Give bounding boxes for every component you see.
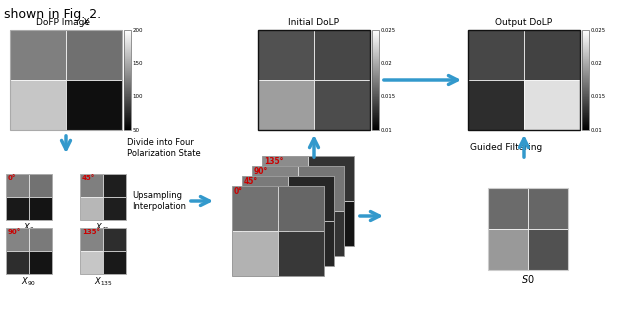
Bar [258, 30, 370, 130]
Bar [80, 228, 103, 251]
Bar [66, 80, 122, 130]
Bar [103, 251, 126, 274]
Bar [258, 30, 314, 80]
Bar [308, 201, 354, 246]
Text: $X_0$: $X_0$ [23, 222, 35, 234]
Bar [488, 188, 568, 270]
Bar [6, 174, 52, 220]
Bar [262, 156, 308, 201]
Text: 200: 200 [132, 27, 143, 33]
Text: $X_{135}$: $X_{135}$ [93, 276, 113, 289]
Bar [582, 30, 589, 130]
Text: Initial DoLP: Initial DoLP [289, 18, 339, 27]
Bar [308, 156, 354, 201]
Bar [524, 80, 580, 130]
Bar [468, 30, 524, 80]
Bar [66, 30, 122, 80]
Text: 0.01: 0.01 [381, 127, 392, 132]
Bar [278, 231, 324, 276]
Bar [10, 30, 66, 80]
Text: 0.02: 0.02 [381, 61, 392, 66]
Bar [6, 174, 29, 197]
Bar [29, 228, 52, 251]
Text: 100: 100 [132, 94, 143, 99]
Bar [29, 174, 52, 197]
Text: 135°: 135° [82, 229, 100, 235]
Bar [242, 176, 334, 266]
Bar [6, 228, 52, 274]
Bar [298, 166, 344, 211]
Text: 135°: 135° [264, 157, 284, 166]
Bar [10, 30, 122, 130]
Bar [262, 201, 308, 246]
Bar [488, 229, 528, 270]
Bar [232, 231, 278, 276]
Text: 0.02: 0.02 [591, 61, 602, 66]
Bar [314, 30, 370, 80]
Bar [103, 174, 126, 197]
Bar [29, 197, 52, 220]
Bar [242, 176, 288, 221]
Bar [124, 30, 131, 130]
Bar [232, 186, 278, 231]
Bar [80, 174, 126, 220]
Bar [288, 176, 334, 221]
Bar [262, 156, 354, 246]
Text: 0.025: 0.025 [591, 27, 605, 33]
Bar [488, 188, 528, 229]
Bar [10, 80, 66, 130]
Bar [258, 80, 314, 130]
Text: 45°: 45° [82, 175, 95, 181]
Bar [528, 229, 568, 270]
Text: 0.015: 0.015 [591, 94, 605, 99]
Bar [232, 186, 324, 276]
Bar [252, 166, 344, 256]
Text: 0.01: 0.01 [591, 127, 602, 132]
Bar [468, 30, 580, 130]
Bar [278, 186, 324, 231]
Text: $X$: $X$ [82, 16, 90, 27]
Text: $X_{90}$: $X_{90}$ [21, 276, 36, 289]
Text: DoFP Image: DoFP Image [36, 18, 92, 27]
Bar [242, 221, 288, 266]
Bar [29, 251, 52, 274]
Bar [80, 197, 103, 220]
Text: 90°: 90° [8, 229, 21, 235]
Bar [298, 211, 344, 256]
Bar [468, 80, 524, 130]
Bar [314, 80, 370, 130]
Bar [6, 251, 29, 274]
Text: 0°: 0° [8, 175, 17, 181]
Bar [103, 228, 126, 251]
Bar [80, 228, 126, 274]
Text: Output DoLP: Output DoLP [495, 18, 552, 27]
Bar [288, 221, 334, 266]
Bar [80, 174, 103, 197]
Bar [6, 197, 29, 220]
Bar [528, 188, 568, 229]
Text: 45°: 45° [244, 177, 258, 186]
Text: 0.025: 0.025 [381, 27, 396, 33]
Text: 50: 50 [132, 127, 140, 132]
Bar [252, 211, 298, 256]
Text: 150: 150 [132, 61, 143, 66]
Text: Upsampling
Interpolation: Upsampling Interpolation [132, 191, 186, 211]
Bar [103, 197, 126, 220]
Text: $S0$: $S0$ [521, 273, 535, 285]
Text: Guided Filtering: Guided Filtering [470, 143, 542, 153]
Text: 0.015: 0.015 [381, 94, 396, 99]
Text: $X_{45}$: $X_{45}$ [95, 222, 111, 234]
Bar [6, 228, 29, 251]
Text: 0°: 0° [234, 187, 243, 196]
Bar [80, 251, 103, 274]
Bar [252, 166, 298, 211]
Bar [372, 30, 379, 130]
Bar [524, 30, 580, 80]
Text: Divide into Four
Polarization State: Divide into Four Polarization State [127, 138, 201, 158]
Text: shown in Fig. 2.: shown in Fig. 2. [4, 8, 101, 21]
Text: 90°: 90° [254, 167, 268, 176]
